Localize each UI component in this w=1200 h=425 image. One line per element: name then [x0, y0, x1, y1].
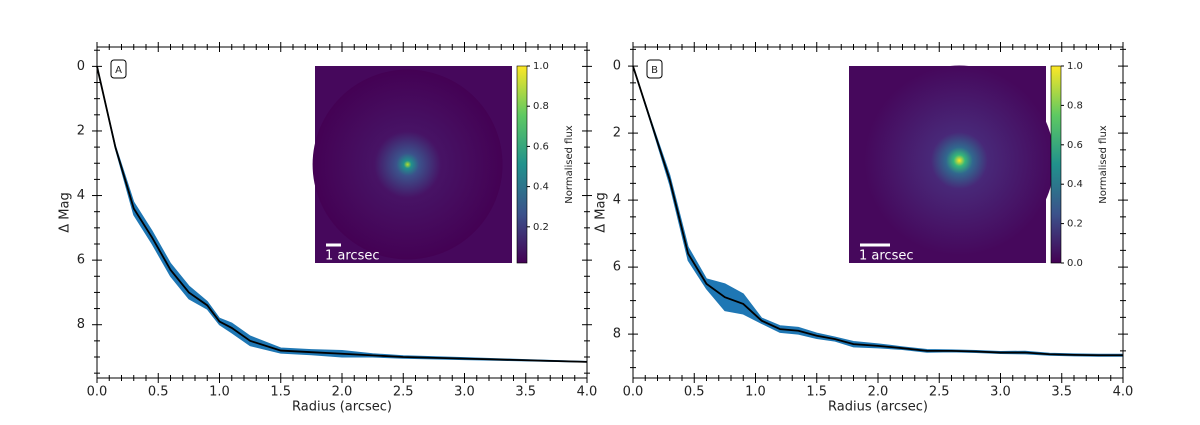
colorbar-tick-label: 0.4 — [533, 182, 549, 193]
x-tick-label: 4.0 — [577, 385, 598, 400]
colorbar-tick-label: 0.6 — [1067, 140, 1083, 151]
x-tick-label: 1.0 — [209, 385, 230, 400]
y-axis-label: Δ Mag — [58, 192, 73, 232]
x-tick-label: 2.5 — [929, 385, 950, 400]
y-tick-label: 4 — [613, 193, 621, 208]
colorbar-tick-label: 1.0 — [533, 61, 549, 72]
x-tick-label: 3.5 — [515, 385, 536, 400]
x-tick-label: 0.0 — [87, 385, 108, 400]
colorbar-tick-label: 0.6 — [533, 141, 549, 152]
x-tick-label: 3.5 — [1051, 385, 1072, 400]
y-tick-label: 0 — [77, 59, 85, 74]
x-tick-label: 1.5 — [806, 385, 827, 400]
profile-line — [96, 66, 588, 363]
colorbar-tick-label: 0.0 — [1067, 258, 1083, 269]
colorbar-label: Normalised flux — [1098, 125, 1109, 203]
x-axis-label: Radius (arcsec) — [292, 400, 392, 415]
x-tick-label: 3.0 — [454, 385, 475, 400]
colorbar-tick-label: 0.2 — [533, 222, 549, 233]
x-axis-label: Radius (arcsec) — [828, 400, 928, 415]
x-tick-label: 4.0 — [1113, 385, 1134, 400]
x-tick-label: 3.0 — [990, 385, 1011, 400]
panel-label-box — [110, 59, 127, 79]
colorbar-label: Normalised flux — [564, 125, 575, 203]
x-tick-label: 0.5 — [148, 385, 169, 400]
panel-label-box — [646, 59, 663, 79]
x-tick-label: 2.0 — [332, 385, 353, 400]
y-tick-label: 6 — [613, 260, 621, 275]
x-tick-label: 0.0 — [623, 385, 644, 400]
x-tick-label: 1.5 — [270, 385, 291, 400]
x-tick-label: 1.0 — [745, 385, 766, 400]
x-tick-label: 2.0 — [868, 385, 889, 400]
y-tick-label: 4 — [77, 188, 85, 203]
colorbar — [1050, 65, 1062, 264]
colorbar — [516, 65, 528, 264]
y-tick-label: 8 — [77, 317, 85, 332]
colorbar-tick-label: 0.8 — [533, 101, 549, 112]
colorbar-tick-label: 1.0 — [1067, 61, 1083, 72]
psf-glow — [864, 65, 1055, 256]
x-tick-label: 0.5 — [684, 385, 705, 400]
panel-label: A — [115, 65, 122, 76]
colorbar-tick-label: 0.2 — [1067, 219, 1083, 230]
colorbar-tick-label: 0.4 — [1067, 179, 1083, 190]
y-axis-label: Δ Mag — [594, 192, 609, 232]
psf-glow — [312, 69, 503, 260]
profile-line — [632, 65, 1123, 357]
y-tick-label: 2 — [77, 123, 85, 138]
scale-label: 1 arcsec — [859, 249, 914, 264]
scale-label: 1 arcsec — [325, 249, 380, 264]
y-tick-label: 8 — [613, 327, 621, 342]
x-tick-label: 2.5 — [393, 385, 414, 400]
panel-label: B — [651, 65, 658, 76]
y-tick-label: 6 — [77, 253, 85, 268]
y-tick-label: 0 — [613, 59, 621, 74]
colorbar-tick-label: 0.8 — [1067, 100, 1083, 111]
y-tick-label: 2 — [613, 126, 621, 141]
